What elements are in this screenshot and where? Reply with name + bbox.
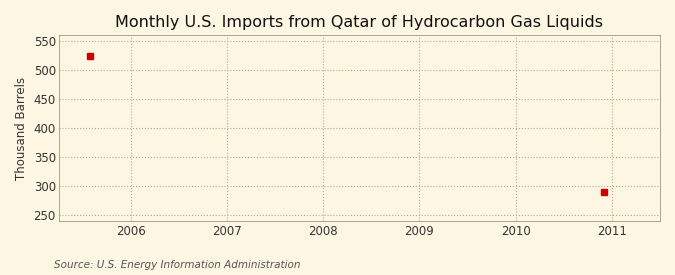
Title: Monthly U.S. Imports from Qatar of Hydrocarbon Gas Liquids: Monthly U.S. Imports from Qatar of Hydro…: [115, 15, 603, 30]
Y-axis label: Thousand Barrels: Thousand Barrels: [15, 76, 28, 180]
Text: Source: U.S. Energy Information Administration: Source: U.S. Energy Information Administ…: [54, 260, 300, 270]
